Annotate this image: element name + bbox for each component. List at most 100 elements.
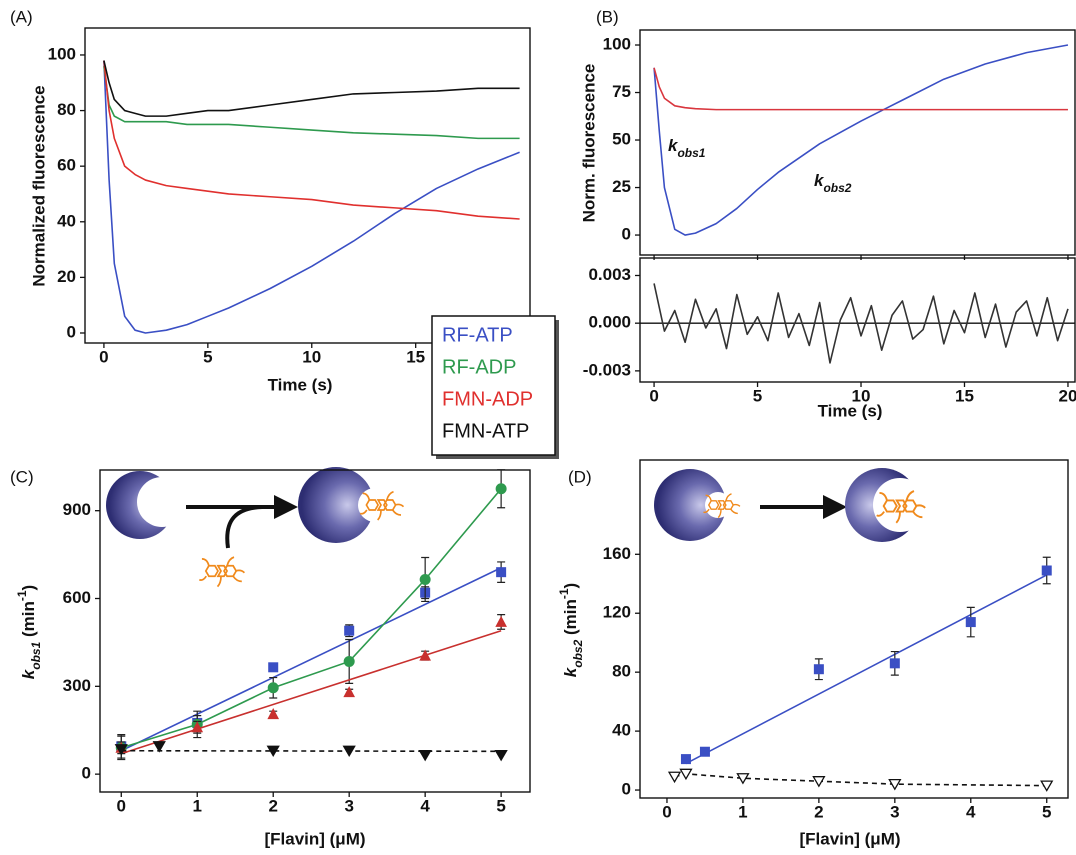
data-line	[103, 60, 520, 334]
data-line	[653, 44, 1069, 236]
y-tick-label: 75	[612, 82, 631, 101]
y-axis-label-part: )	[561, 583, 580, 589]
data-line	[653, 67, 1068, 111]
y-tick-label: 900	[63, 500, 91, 519]
annotation-part: obs1	[677, 146, 705, 160]
y-axis-label-part: -1	[15, 590, 29, 601]
marker	[812, 776, 826, 788]
x-tick-label: 5	[1042, 802, 1051, 821]
y-tick-label: 0.000	[588, 313, 631, 332]
y-tick-label: 160	[603, 544, 631, 563]
x-tick-label: 3	[344, 796, 353, 815]
x-tick-label: 0	[649, 386, 658, 405]
marker	[496, 567, 507, 578]
annotation-part: k	[668, 136, 679, 155]
y-tick-label: 0.003	[588, 265, 631, 284]
y-tick-label: 0	[622, 780, 631, 799]
marker	[152, 741, 166, 753]
x-tick-label: 10	[302, 347, 321, 366]
data-line	[103, 65, 520, 140]
marker	[888, 778, 902, 791]
marker	[343, 655, 355, 667]
x-tick-label: 15	[406, 347, 425, 366]
x-tick-label: 5	[203, 347, 212, 366]
legend: RF-ATP RF-ADP FMN-ADP FMN-ATP	[431, 315, 559, 459]
y-tick-label: 25	[612, 177, 631, 196]
x-tick-label: 2	[268, 796, 277, 815]
fit-line	[121, 629, 502, 755]
annotation-part: obs2	[823, 181, 851, 195]
legend-entry: FMN-ATP	[442, 420, 529, 442]
legend-entry: FMN-ADP	[442, 388, 533, 410]
annotation: kobs1	[668, 136, 706, 160]
x-axis-label: Time (s)	[818, 401, 883, 420]
marker	[267, 682, 279, 694]
pocket	[358, 488, 392, 522]
y-tick-label: 0	[67, 322, 76, 341]
panel-label: (B)	[596, 7, 619, 26]
x-tick-label: 5	[753, 386, 762, 405]
marker	[667, 771, 682, 784]
marker	[495, 615, 507, 627]
x-tick-label: 5	[496, 796, 505, 815]
marker	[342, 745, 356, 758]
plot-frame	[639, 29, 1076, 256]
annotation-part: k	[814, 171, 825, 190]
panel-label: (D)	[568, 467, 592, 486]
y-axis-label-part: (min	[561, 599, 580, 640]
y-tick-label: 600	[63, 588, 91, 607]
legend-entry: RF-ATP	[442, 324, 513, 346]
y-tick-label: 0	[82, 764, 91, 783]
y-axis-label-part: obs1	[29, 641, 43, 669]
marker	[418, 749, 432, 762]
connect-line	[674, 773, 1047, 787]
plot-frame	[99, 469, 531, 793]
x-tick-label: 1	[193, 796, 202, 815]
marker	[494, 749, 508, 762]
flavin	[198, 556, 246, 588]
y-tick-label: 80	[612, 662, 631, 681]
marker	[680, 754, 691, 765]
marker	[965, 617, 976, 628]
y-tick-label: 300	[63, 676, 91, 695]
x-tick-label: 15	[955, 386, 974, 405]
fit-line	[685, 574, 1048, 765]
marker	[736, 773, 750, 785]
y-axis-label-part: (min	[19, 601, 38, 642]
marker	[114, 744, 128, 756]
legend-entry: RF-ADP	[442, 356, 516, 378]
y-tick-label: 50	[612, 130, 631, 149]
illustration-c	[106, 467, 405, 588]
y-axis-label-part: obs2	[571, 639, 585, 667]
protein	[654, 469, 726, 541]
marker	[699, 746, 710, 757]
marker	[266, 745, 280, 758]
marker	[1041, 565, 1052, 576]
crescent-cut	[137, 477, 187, 527]
marker	[419, 573, 431, 585]
protein	[298, 467, 374, 543]
plot-frame	[639, 257, 1076, 383]
y-tick-label: 80	[57, 100, 76, 119]
arrow-branch	[225, 505, 263, 549]
y-axis-label-part: -1	[557, 588, 571, 599]
y-axis-label-part: )	[19, 585, 38, 591]
y-tick-label: 100	[48, 44, 76, 63]
y-tick-label: 40	[57, 211, 76, 230]
marker	[679, 768, 693, 781]
y-tick-label: 100	[603, 34, 631, 53]
x-axis-label: Time (s)	[268, 375, 333, 394]
x-axis-label: [Flavin] (μM)	[799, 829, 900, 848]
data-line	[653, 283, 1069, 364]
x-tick-label: 3	[890, 802, 899, 821]
marker	[1040, 780, 1054, 792]
x-tick-label: 4	[966, 802, 976, 821]
y-tick-label: -0.003	[583, 360, 631, 379]
fit-line	[120, 567, 502, 752]
x-tick-label: 10	[852, 386, 871, 405]
marker	[343, 686, 356, 698]
connect-line	[121, 488, 502, 749]
y-axis-label-part: k	[561, 666, 580, 677]
plot-frame	[84, 27, 531, 344]
